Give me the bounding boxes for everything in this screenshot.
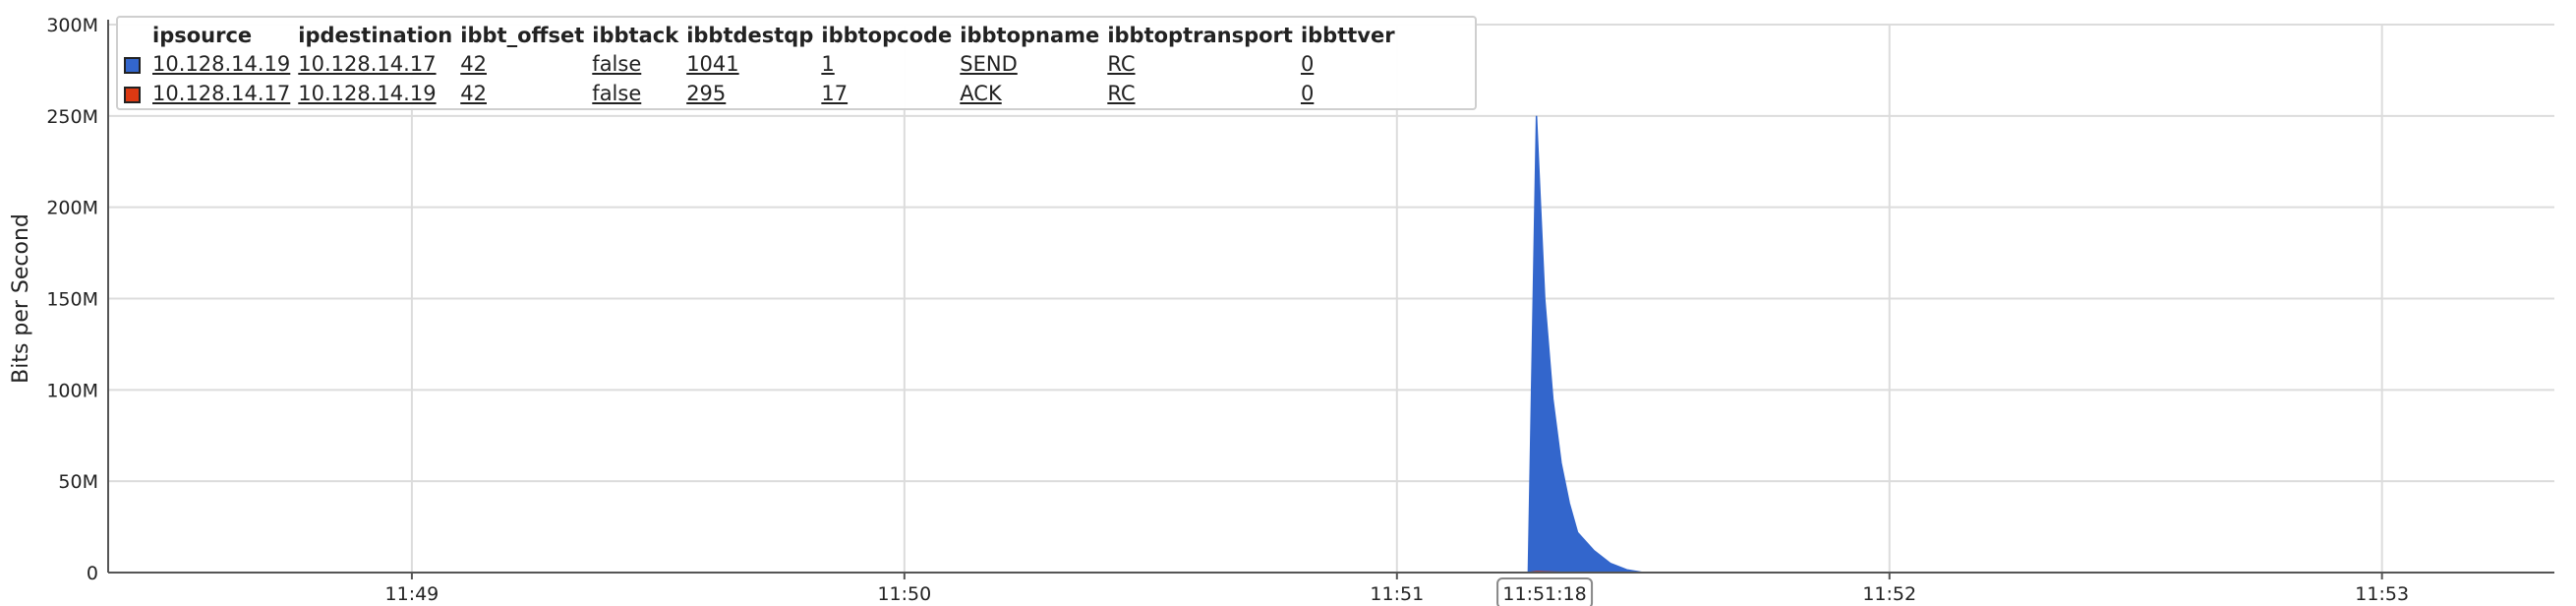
legend-header-ipdestination: ipdestination [298, 24, 453, 47]
legend-cell-ibbt-offset[interactable]: 42 [460, 82, 487, 105]
series-color-swatch[interactable] [124, 56, 141, 74]
legend-swatch-cell [124, 79, 152, 108]
y-tick-label: 250M [46, 106, 98, 128]
legend-header-ibbtoptransport: ibbtoptransport [1107, 24, 1293, 47]
legend-row-ack[interactable]: 10.128.14.17 10.128.14.19 42 false 295 1… [124, 79, 1403, 108]
y-tick-label: 50M [58, 471, 98, 493]
legend-cell-ibbtdestqp[interactable]: 295 [686, 82, 727, 105]
legend-swatch-cell [124, 49, 152, 79]
series-area-0[interactable] [1527, 115, 1644, 574]
legend-header-ibbtopcode: ibbtopcode [821, 24, 953, 47]
legend-header-row: ipsource ipdestination ibbt_offset ibbta… [124, 22, 1403, 49]
legend-cell-ibbtopname[interactable]: SEND [960, 52, 1018, 76]
x-tick-label: 11:53 [2355, 583, 2409, 605]
y-tick-label: 200M [46, 198, 98, 219]
axes: 0 50M 100M 150M 200M 250M 300M 11:49 11:50 11:51 1… [9, 15, 2554, 606]
legend-swatch-header [124, 22, 152, 49]
legend-header-ibbt-offset: ibbt_offset [460, 24, 585, 47]
cursor-time-box [1496, 577, 1594, 606]
y-axis-label: Bits per Second [9, 213, 33, 384]
legend-cell-ibbtopcode[interactable]: 17 [821, 82, 849, 105]
legend-cell-ipdestination[interactable]: 10.128.14.19 [298, 82, 437, 105]
legend-cell-ibbttver[interactable]: 0 [1300, 52, 1315, 76]
x-tick-label: 11:50 [877, 583, 931, 605]
legend-header-ibbtack: ibbtack [592, 24, 679, 47]
x-tick-label: 11:51 [1370, 583, 1424, 605]
y-tick-label: 0 [87, 563, 98, 584]
legend-cell-ibbt-offset[interactable]: 42 [460, 52, 487, 76]
series-color-swatch[interactable] [124, 86, 141, 103]
legend-cell-ibbtoptransport[interactable]: RC [1107, 82, 1136, 105]
x-tick-label: 11:52 [1862, 583, 1916, 605]
y-tick-label: 300M [46, 15, 98, 36]
y-tick-label: 100M [46, 380, 98, 401]
series-layer [1527, 115, 1644, 574]
legend-cell-ibbtoptransport[interactable]: RC [1107, 52, 1136, 76]
legend-header-ibbttver: ibbttver [1300, 24, 1395, 47]
legend-row-send[interactable]: 10.128.14.19 10.128.14.17 42 false 1041 … [124, 49, 1403, 79]
legend-cell-ipsource[interactable]: 10.128.14.19 [152, 52, 291, 76]
legend-table: ipsource ipdestination ibbt_offset ibbta… [116, 16, 1477, 110]
legend-header-ibbtdestqp: ibbtdestqp [686, 24, 814, 47]
legend-cell-ipdestination[interactable]: 10.128.14.17 [298, 52, 437, 76]
legend-header-ibbtopname: ibbtopname [960, 24, 1100, 47]
legend-cell-ibbtdestqp[interactable]: 1041 [686, 52, 739, 76]
cursor-time-label: 11:51:18 [1502, 583, 1586, 605]
legend-header-ipsource: ipsource [152, 24, 253, 47]
x-tick-label: 11:49 [385, 583, 439, 605]
legend-cell-ibbtack[interactable]: false [592, 52, 642, 76]
legend-cell-ibbtack[interactable]: false [592, 82, 642, 105]
legend-cell-ibbttver[interactable]: 0 [1300, 82, 1315, 105]
y-tick-label: 150M [46, 289, 98, 311]
legend-cell-ibbtopcode[interactable]: 1 [821, 52, 835, 76]
legend-cell-ipsource[interactable]: 10.128.14.17 [152, 82, 291, 105]
legend-cell-ibbtopname[interactable]: ACK [960, 82, 1002, 105]
